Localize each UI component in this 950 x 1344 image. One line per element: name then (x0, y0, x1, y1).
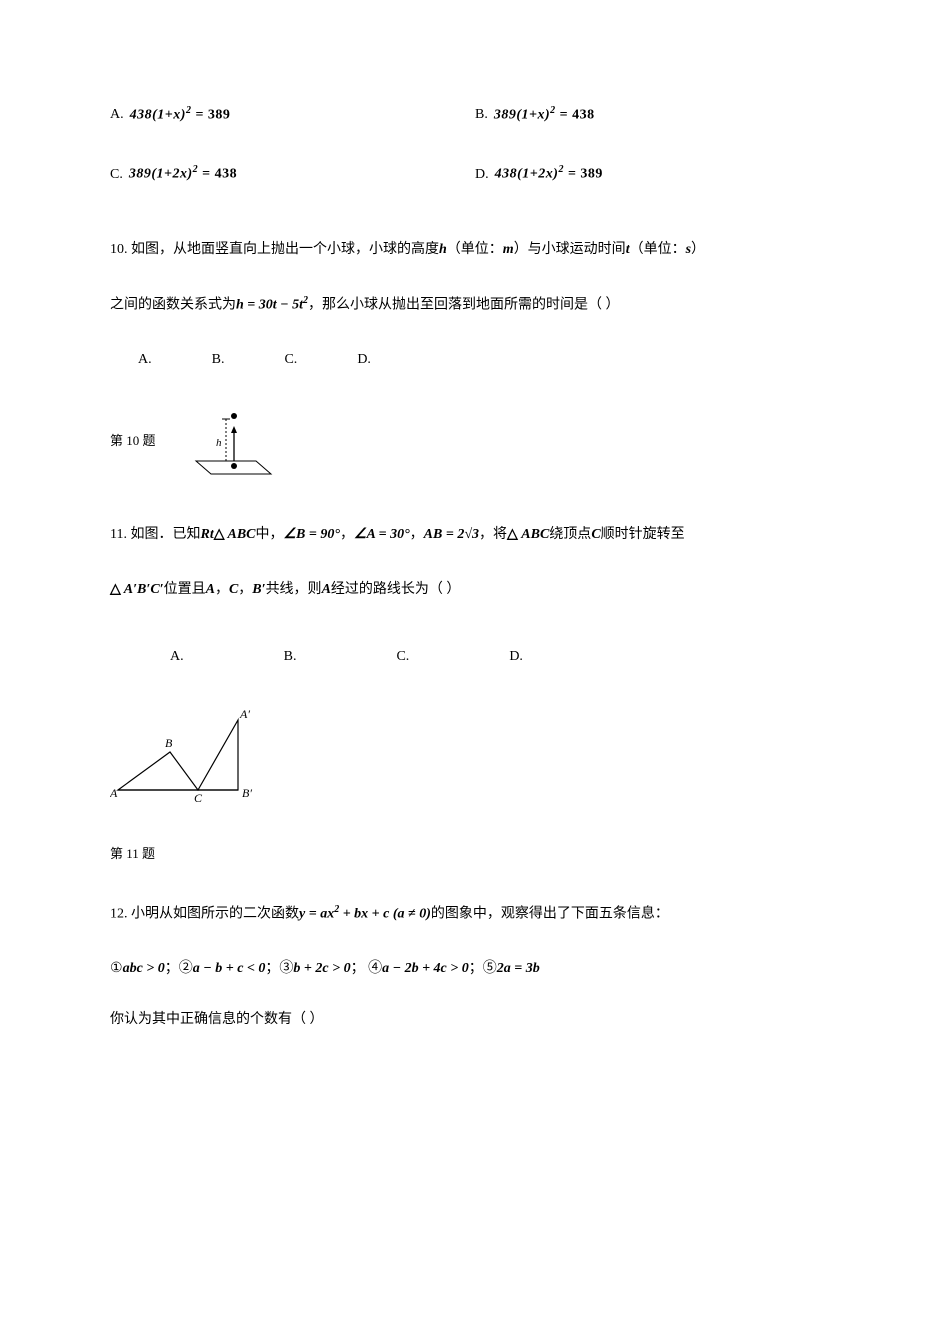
option-label: B. (475, 100, 488, 131)
q10-figure-block: 第 10 题 h (110, 406, 840, 476)
q10-option-D: D. (357, 345, 371, 376)
q10-stem-line2: 之间的函数关系式为h = 30t − 5t2，那么小球从抛出至回落到地面所需的时… (110, 290, 840, 321)
math-expr: 389(1+2x)2 = 438 (129, 159, 237, 190)
q11-options: A. B. C. D. (110, 642, 840, 673)
q11-stem-line2: △ A′B′C′位置且A，C，B′共线，则A经过的路线长为（ ） (110, 575, 840, 606)
q11-stem-line1: 11. 如图．已知Rt△ ABC中，∠B = 90°，∠A = 30°，AB =… (110, 520, 840, 551)
q9-option-C: C. 389(1+2x)2 = 438 (110, 159, 475, 190)
svg-text:A: A (110, 786, 118, 800)
option-label: D. (475, 160, 489, 191)
q10-option-C: C. (284, 345, 297, 376)
option-label: A. (110, 100, 124, 131)
option-label: C. (110, 160, 123, 191)
q12-stem-line3: 你认为其中正确信息的个数有（ ） (110, 1005, 840, 1036)
math-expr: 389(1+x)2 = 438 (494, 100, 595, 131)
svg-text:C: C (194, 791, 203, 805)
q10-figure-svg: h (176, 406, 276, 476)
q12-stem-line1: 12. 小明从如图所示的二次函数y = ax2 + bx + c (a ≠ 0)… (110, 899, 840, 930)
q11-option-C: C. (396, 642, 409, 673)
q9-option-row-1: A. 438(1+x)2 = 389 B. 389(1+x)2 = 438 (110, 100, 840, 131)
q12-items: ①abc > 0 ；②a − b + c < 0 ；③b + 2c > 0 ； … (110, 954, 840, 985)
q10-options: A. B. C. D. (110, 345, 840, 376)
svg-text:B′: B′ (242, 786, 252, 800)
q9-option-D: D. 438(1+2x)2 = 389 (475, 159, 840, 190)
q11-option-D: D. (509, 642, 523, 673)
q9-option-A: A. 438(1+x)2 = 389 (110, 100, 475, 131)
math-expr: 438(1+x)2 = 389 (130, 100, 231, 131)
svg-text:A′: A′ (239, 707, 250, 721)
q10-option-A: A. (138, 345, 152, 376)
q9-option-row-2: C. 389(1+2x)2 = 438 D. 438(1+2x)2 = 389 (110, 159, 840, 190)
q11-option-A: A. (170, 642, 184, 673)
q11-figure-svg-wrap: A B C A′ B′ (110, 702, 280, 812)
q10-fig-h-label: h (216, 437, 222, 449)
q11-figure-label: 第 11 题 (110, 840, 155, 869)
svg-text:B: B (165, 736, 173, 750)
q11-figure-block: A B C A′ B′ 第 11 题 (110, 702, 840, 869)
q9-option-B: B. 389(1+x)2 = 438 (475, 100, 840, 131)
q10-stem-line1: 10. 如图，从地面竖直向上抛出一个小球，小球的高度h（单位：m）与小球运动时间… (110, 235, 840, 266)
q11-option-B: B. (284, 642, 297, 673)
q10-figure-label: 第 10 题 (110, 427, 156, 456)
q10-figure-svg-wrap: h (176, 406, 276, 476)
q11-figure-svg: A B C A′ B′ (110, 702, 280, 812)
math-expr: 438(1+2x)2 = 389 (495, 159, 603, 190)
q10-option-B: B. (212, 345, 225, 376)
